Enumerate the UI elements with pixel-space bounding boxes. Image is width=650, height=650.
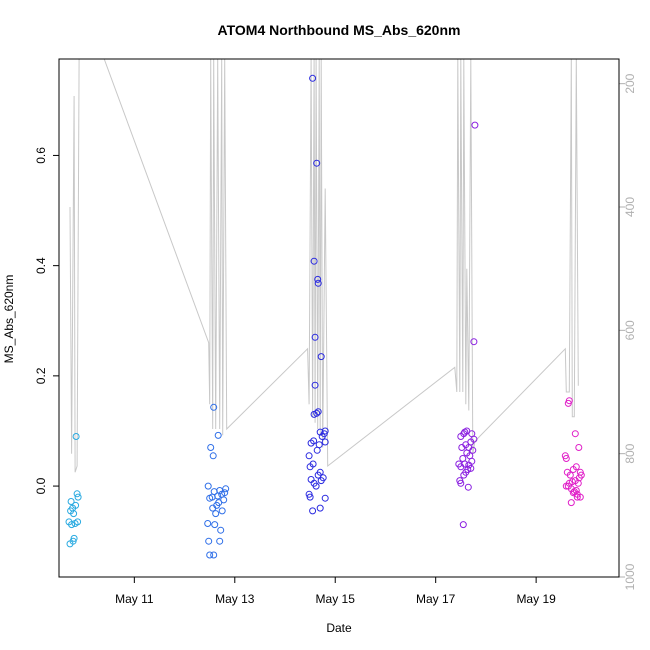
data-point bbox=[311, 333, 319, 341]
data-point bbox=[567, 499, 575, 507]
data-point bbox=[74, 493, 82, 501]
data-point bbox=[217, 526, 225, 534]
data-point bbox=[309, 507, 317, 515]
data-point bbox=[309, 460, 317, 468]
data-point bbox=[74, 518, 82, 526]
x-tick-label: May 15 bbox=[316, 592, 356, 606]
depth-trace-layer bbox=[69, 58, 579, 473]
y-tick-label: 0.2 bbox=[34, 367, 48, 384]
data-point bbox=[316, 504, 324, 512]
chart-title: ATOM4 Northbound MS_Abs_620nm bbox=[218, 22, 461, 38]
data-point bbox=[204, 482, 212, 490]
data-point bbox=[316, 428, 324, 436]
data-point bbox=[210, 403, 218, 411]
data-point bbox=[459, 455, 467, 462]
x-tick-label: May 17 bbox=[416, 592, 456, 606]
x-axis-label: Date bbox=[326, 621, 352, 635]
data-point bbox=[575, 444, 583, 451]
data-point bbox=[313, 159, 321, 167]
data-point bbox=[314, 408, 322, 416]
data-point bbox=[573, 493, 581, 501]
data-point bbox=[68, 521, 76, 529]
data-point bbox=[209, 452, 217, 460]
y-tick-label: 0.0 bbox=[34, 477, 48, 494]
data-point bbox=[305, 452, 313, 460]
data-point bbox=[317, 353, 325, 361]
data-point bbox=[566, 471, 574, 479]
right-axis-tick-label: 600 bbox=[623, 320, 637, 340]
data-point bbox=[565, 397, 573, 405]
data-point bbox=[72, 501, 80, 509]
data-point bbox=[315, 441, 323, 449]
data-point bbox=[67, 498, 75, 505]
data-points-layer bbox=[65, 74, 585, 559]
data-point bbox=[464, 483, 472, 491]
data-point bbox=[307, 476, 315, 483]
data-point bbox=[466, 452, 474, 460]
data-point bbox=[316, 468, 324, 476]
data-point bbox=[321, 427, 329, 435]
data-point bbox=[306, 493, 314, 501]
y-axis-label: MS_Abs_620nm bbox=[2, 275, 16, 364]
data-point bbox=[455, 460, 463, 468]
data-point bbox=[206, 551, 214, 559]
data-point bbox=[73, 490, 81, 498]
data-point bbox=[70, 534, 78, 542]
data-point bbox=[471, 121, 479, 129]
data-point bbox=[211, 521, 219, 529]
x-tick-label: May 19 bbox=[516, 592, 556, 606]
data-point bbox=[571, 430, 579, 438]
data-point bbox=[314, 279, 322, 287]
plot-frame bbox=[58, 58, 620, 578]
axes-layer: 0.0 0.2 0.4 0.6 May 11 May 13 May 15 May 17 May … bbox=[34, 73, 637, 606]
data-point bbox=[321, 494, 329, 502]
data-point bbox=[205, 537, 213, 545]
data-point bbox=[561, 452, 569, 460]
data-point bbox=[459, 521, 467, 529]
data-point bbox=[461, 428, 469, 436]
data-point bbox=[212, 510, 220, 518]
data-point bbox=[310, 437, 318, 445]
data-point bbox=[207, 444, 215, 451]
data-point bbox=[457, 479, 465, 487]
data-point bbox=[468, 430, 476, 438]
data-point bbox=[572, 463, 580, 471]
data-point bbox=[313, 409, 321, 417]
right-axis-tick-label: 800 bbox=[623, 443, 637, 463]
y-tick-label: 0.6 bbox=[34, 147, 48, 164]
data-point bbox=[314, 275, 322, 283]
data-point bbox=[72, 433, 80, 440]
data-point bbox=[214, 431, 222, 439]
data-point bbox=[310, 257, 318, 265]
x-tick-label: May 13 bbox=[215, 592, 255, 606]
data-point bbox=[464, 466, 472, 473]
data-point bbox=[218, 507, 226, 515]
right-axis-tick-label: 400 bbox=[623, 197, 637, 217]
data-point bbox=[210, 551, 218, 559]
data-point bbox=[321, 438, 329, 446]
data-point bbox=[309, 74, 317, 82]
y-tick-label: 0.4 bbox=[34, 257, 48, 274]
data-point bbox=[311, 381, 319, 389]
data-point bbox=[572, 487, 580, 494]
right-axis-tick-label: 1000 bbox=[623, 563, 637, 590]
data-point bbox=[204, 520, 212, 527]
data-point bbox=[576, 493, 584, 501]
data-point bbox=[313, 446, 321, 454]
data-point bbox=[576, 468, 584, 476]
data-point bbox=[216, 537, 224, 545]
data-point bbox=[222, 485, 230, 493]
x-tick-label: May 11 bbox=[115, 592, 154, 606]
data-point bbox=[470, 338, 478, 346]
depth-trace-line bbox=[69, 58, 579, 473]
right-axis-tick-label: 200 bbox=[623, 73, 637, 93]
data-point bbox=[210, 488, 218, 496]
data-point bbox=[220, 496, 228, 504]
data-point bbox=[319, 474, 327, 482]
